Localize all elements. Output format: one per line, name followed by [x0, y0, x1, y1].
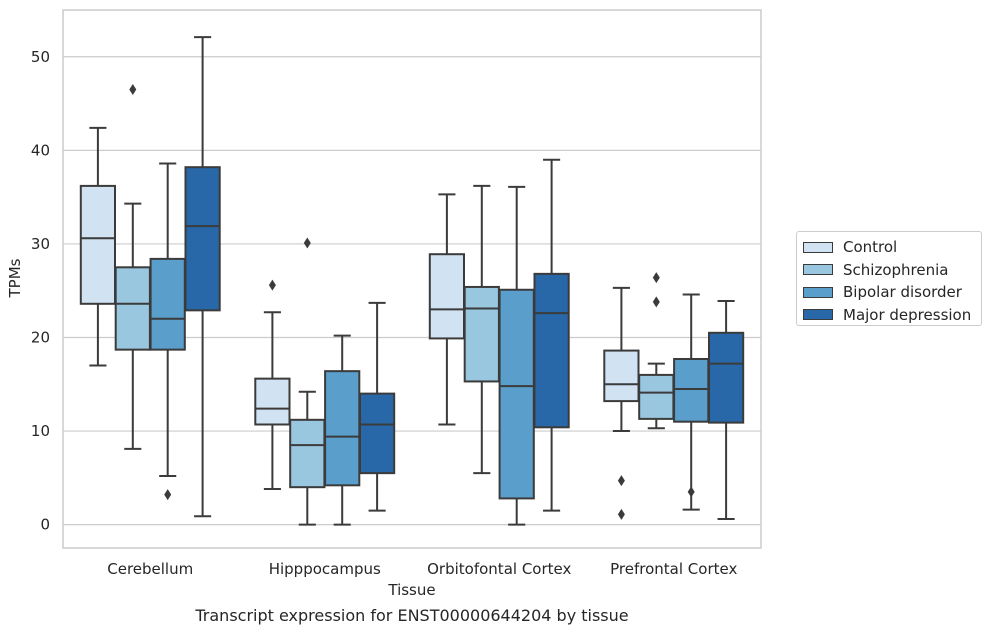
y-tick-label: 30 — [31, 235, 50, 253]
legend-item: Control — [803, 236, 975, 259]
box-group — [463, 184, 500, 475]
box-group — [498, 185, 535, 526]
y-tick-label: 40 — [31, 141, 50, 159]
box-group — [149, 162, 186, 501]
box-group — [673, 293, 710, 511]
box-group — [289, 237, 326, 526]
box — [324, 370, 361, 487]
y-tick-label: 20 — [31, 328, 50, 346]
legend-label: Control — [843, 238, 898, 257]
y-tick-label: 10 — [31, 422, 50, 440]
box-group — [428, 193, 466, 426]
x-axis-ticks: Cerebellum Hipppocampus Orbitofontal Corte… — [107, 560, 737, 578]
box-group — [324, 334, 361, 526]
x-axis-label: Tissue — [387, 581, 435, 599]
legend-swatch — [803, 309, 833, 321]
outlier-marker — [268, 279, 276, 291]
outlier-marker — [652, 272, 660, 284]
box-group — [707, 299, 745, 520]
outlier-marker — [687, 486, 695, 498]
legend-label: Schizophrenia — [843, 260, 949, 279]
plot-frame — [62, 9, 762, 549]
box — [428, 253, 466, 340]
box-group — [533, 158, 570, 512]
box — [114, 266, 151, 351]
box-group — [79, 126, 117, 367]
y-axis-label: TPMs — [6, 258, 24, 298]
box — [184, 166, 221, 312]
box — [638, 373, 675, 420]
box — [533, 272, 570, 429]
y-tick-label: 0 — [40, 516, 50, 534]
box-group — [184, 36, 221, 518]
box — [289, 418, 326, 489]
legend-item: Major depression — [803, 304, 975, 327]
box — [79, 184, 117, 305]
legend: Control Schizophrenia Bipolar disorder Majo… — [796, 231, 982, 326]
box-group — [603, 286, 640, 520]
outlier-marker — [303, 237, 311, 249]
legend-swatch — [803, 264, 833, 276]
outlier-marker — [617, 508, 625, 520]
legend-swatch — [803, 286, 833, 298]
box — [498, 288, 535, 500]
box-group — [358, 301, 396, 512]
box — [254, 377, 291, 426]
legend-label: Bipolar disorder — [843, 283, 962, 302]
y-axis-ticks: 0 10 20 30 40 50 — [31, 48, 50, 534]
legend-swatch — [803, 241, 833, 253]
box — [603, 349, 640, 403]
box-group — [638, 272, 675, 430]
box-group — [114, 84, 151, 450]
outlier-marker — [652, 296, 660, 308]
chart-caption: Transcript expression for ENST0000064420… — [194, 606, 628, 625]
box — [149, 257, 186, 351]
box — [707, 331, 745, 424]
box — [463, 285, 500, 383]
box — [358, 392, 396, 475]
box-group — [254, 279, 291, 491]
legend-item: Bipolar disorder — [803, 281, 975, 304]
box-plots — [79, 36, 745, 526]
y-tick-label: 50 — [31, 48, 50, 66]
legend-label: Major depression — [843, 305, 972, 324]
x-tick-label: Orbitofontal Cortex — [427, 560, 571, 578]
x-tick-label: Cerebellum — [107, 560, 193, 578]
outlier-marker — [617, 475, 625, 487]
outlier-marker — [129, 84, 137, 96]
x-tick-label: Prefrontal Cortex — [610, 560, 737, 578]
box — [673, 357, 710, 423]
legend-item: Schizophrenia — [803, 259, 975, 282]
outlier-marker — [164, 489, 172, 501]
x-tick-label: Hipppocampus — [269, 560, 381, 578]
